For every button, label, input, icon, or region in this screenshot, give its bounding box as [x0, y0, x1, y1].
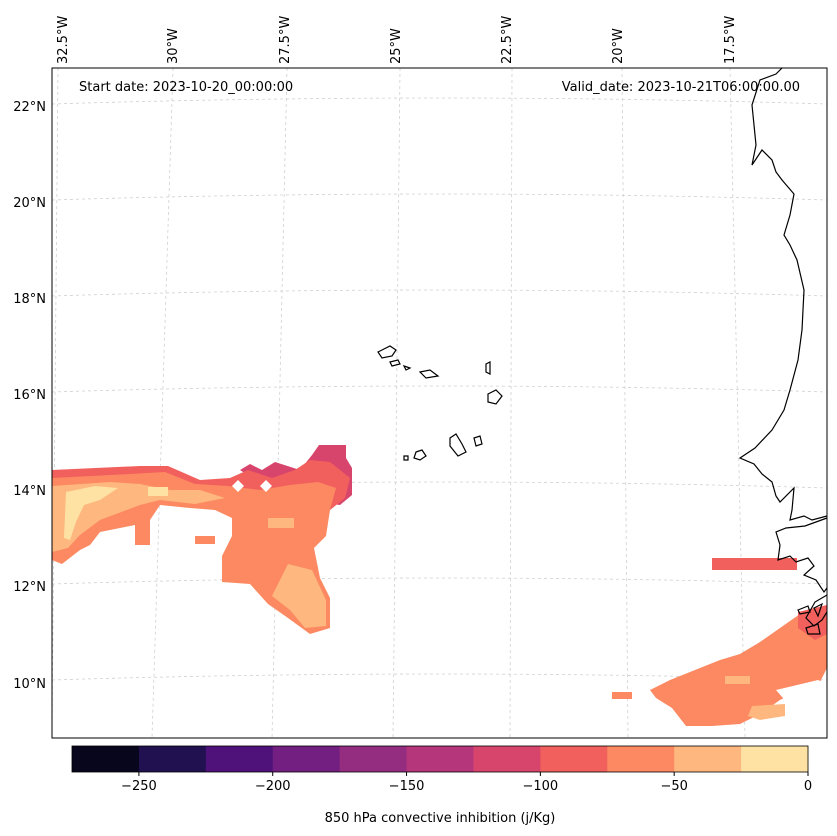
lon-label: 32.5°W [56, 16, 71, 64]
bijagos-coast [805, 594, 828, 627]
island-santiago [449, 433, 467, 457]
colorbar-bin [607, 746, 675, 772]
colorbar-bin [72, 746, 140, 772]
lat-labels: 22°N 20°N 18°N 16°N 14°N 12°N 10°N [13, 100, 46, 692]
start-date-label: Start date: 2023-10-20_00:00:00 [79, 80, 293, 95]
colorbar-bin [540, 746, 608, 772]
lon-label: 17.5°W [723, 16, 738, 64]
colorbar-label: 850 hPa convective inhibition (j/Kg) [325, 811, 556, 826]
cin-field-west [52, 445, 352, 634]
lon-label: 20°W [611, 28, 626, 64]
lat-label: 12°N [13, 580, 46, 595]
cin-east-speck [612, 692, 632, 699]
lat-label: 14°N [13, 484, 46, 499]
colorbar-bin [741, 746, 809, 772]
lon-label: 25°W [389, 28, 404, 64]
island-sal [485, 361, 491, 375]
cin-field-east [612, 558, 827, 726]
colorbar-tick-label: −150 [389, 779, 425, 794]
colorbar-tick-label: −100 [523, 779, 559, 794]
colorbar-bin [138, 746, 207, 772]
cin-east-light2 [748, 704, 785, 720]
island-santa-luzia [402, 364, 412, 371]
bijagos-islands [797, 602, 824, 635]
cin-east-strip [712, 558, 797, 570]
island-fogo [413, 449, 427, 461]
cin-west-fill-palest [64, 486, 118, 540]
colorbar-tick-label: −50 [660, 779, 687, 794]
cin-west-patch [268, 518, 294, 528]
colorbar-bin [473, 746, 541, 772]
colorbar-frame [71, 745, 809, 773]
map-content [51, 67, 828, 739]
colorbar-tick-label: 0 [804, 779, 812, 794]
cin-east-hole [776, 680, 827, 720]
lat-label: 10°N [13, 677, 46, 692]
africa-coastline-south [775, 517, 828, 594]
colorbar-bin [339, 746, 408, 772]
lat-label: 16°N [13, 388, 46, 403]
island-brava [403, 455, 409, 461]
lon-labels: 32.5°W 30°W 27.5°W 25°W 22.5°W 20°W 17.5… [56, 16, 738, 64]
cin-west-patch2 [148, 487, 168, 496]
lon-label: 22.5°W [500, 16, 515, 64]
colorbar-tick-label: −200 [255, 779, 291, 794]
colorbar-bin [272, 746, 341, 772]
coastlines [738, 67, 828, 635]
lat-label: 18°N [13, 292, 46, 307]
cin-west-hole [232, 480, 244, 492]
valid-date-label: Valid_date: 2023-10-21T06:00:00.00 [562, 80, 800, 95]
lat-label: 22°N [13, 100, 46, 115]
colorbar-bin [674, 746, 742, 772]
colorbar-tick-label: −250 [121, 779, 157, 794]
cin-east-light [725, 676, 750, 684]
cin-west-speck [195, 536, 215, 544]
island-sao-vicente [389, 359, 401, 367]
cin-west-hole2 [260, 480, 272, 492]
lat-label: 20°N [13, 196, 46, 211]
cin-west-fill-orange [52, 472, 336, 634]
island-boa-vista [487, 389, 503, 405]
colorbar: −250 −200 −150 −100 −50 0 [71, 745, 812, 794]
island-sao-nicolau [418, 369, 440, 379]
colorbar-bin [205, 746, 274, 772]
cape-verde-islands [377, 345, 503, 461]
map-panel [52, 68, 827, 738]
map-border [51, 67, 828, 739]
africa-coastline [738, 67, 828, 521]
island-santo-antao [377, 345, 397, 359]
lon-label: 30°W [166, 28, 181, 64]
colorbar-bin [406, 746, 474, 772]
lon-label: 27.5°W [278, 16, 293, 64]
island-maio [473, 435, 483, 447]
cin-west-fill-light2 [272, 564, 326, 628]
